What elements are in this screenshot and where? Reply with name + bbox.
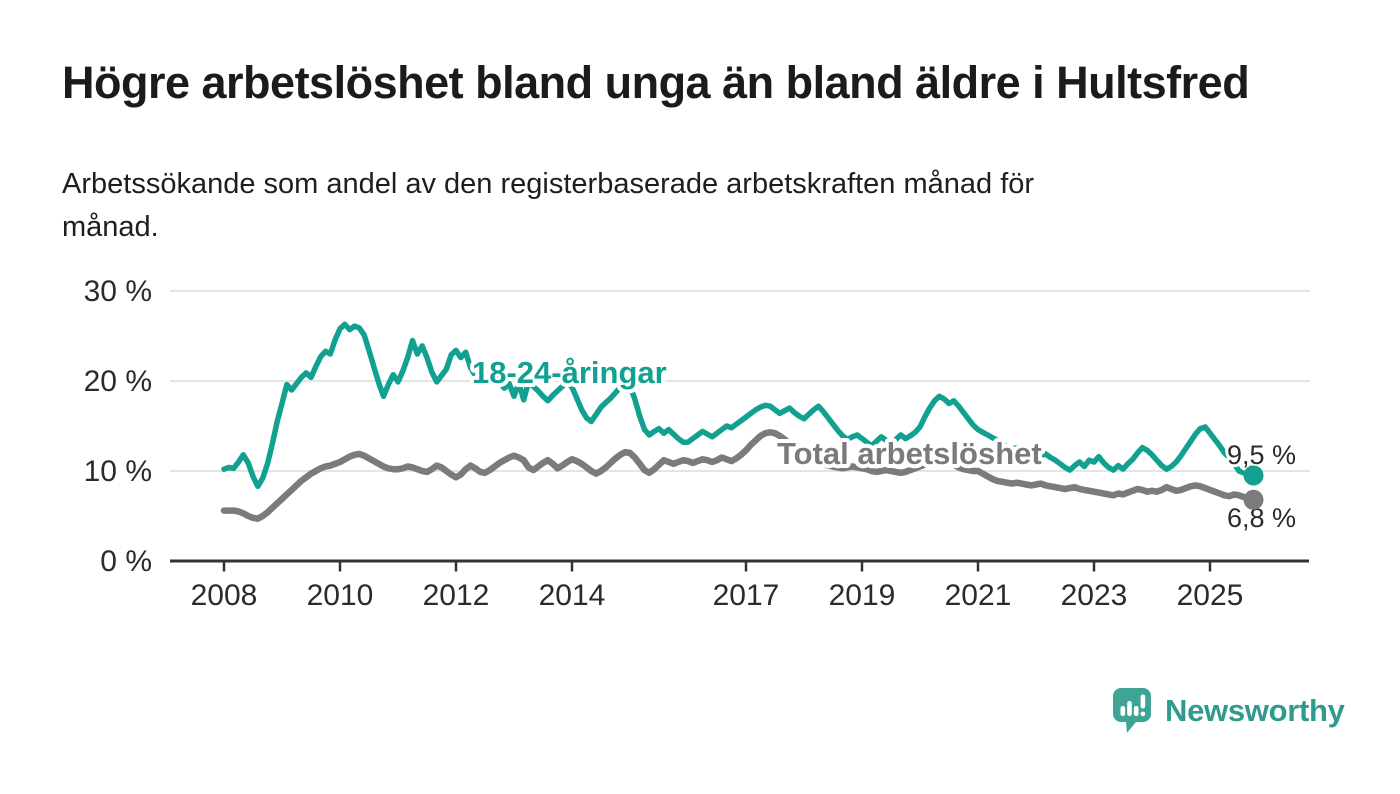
end-dot-young bbox=[1243, 465, 1264, 486]
x-axis-tick-label: 2010 bbox=[307, 579, 374, 612]
series-line-young bbox=[221, 321, 1257, 490]
series-line-total bbox=[220, 429, 1257, 522]
series-label-total: Total arbetslöshet bbox=[777, 436, 1042, 471]
chart-title: Högre arbetslöshet bland unga än bland ä… bbox=[62, 57, 1250, 108]
newsworthy-logo: Newsworthy bbox=[1112, 687, 1345, 734]
chart-subtitle: Arbetssökande som andel av den registerb… bbox=[62, 163, 1034, 249]
x-axis-tick-label: 2021 bbox=[945, 579, 1012, 612]
x-axis-tick-label: 2017 bbox=[713, 579, 780, 612]
series-label-young: 18-24-åringar bbox=[472, 355, 667, 390]
chart-subtitle-line-1: Arbetssökande som andel av den registerb… bbox=[62, 168, 1035, 200]
x-axis-tick-label: 2008 bbox=[191, 579, 258, 612]
y-axis-tick-label: 10 % bbox=[84, 455, 152, 488]
x-axis-tick-label: 2019 bbox=[829, 579, 896, 612]
bar-chart-speech-bubble-icon bbox=[1113, 688, 1151, 733]
end-value-label-young: 9,5 % bbox=[1227, 440, 1296, 470]
x-axis-tick-label: 2023 bbox=[1061, 579, 1128, 612]
newsworthy-wordmark: Newsworthy bbox=[1165, 693, 1345, 728]
x-axis-tick-label: 2014 bbox=[539, 579, 606, 612]
chart-subtitle-line-2: månad. bbox=[62, 211, 159, 243]
end-dot-total bbox=[1243, 489, 1264, 510]
x-axis-tick-label: 2012 bbox=[423, 579, 490, 612]
y-axis-tick-label: 0 % bbox=[100, 545, 152, 578]
end-value-label-total: 6,8 % bbox=[1227, 503, 1296, 533]
x-axis-tick-label: 2025 bbox=[1177, 579, 1244, 612]
y-axis-tick-label: 30 % bbox=[84, 275, 152, 308]
y-axis-tick-label: 20 % bbox=[84, 365, 152, 398]
